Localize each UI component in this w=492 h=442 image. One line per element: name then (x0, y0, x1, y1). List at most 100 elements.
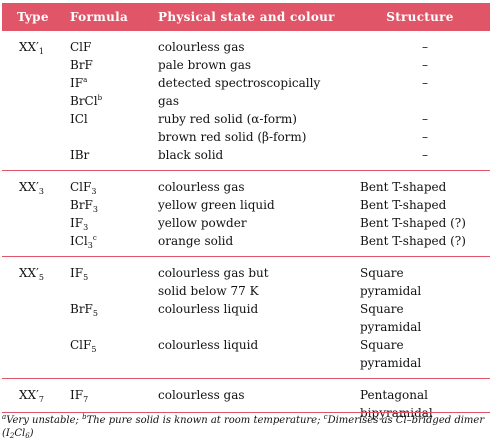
cell-type (2, 282, 62, 300)
cell-type (2, 110, 62, 128)
cell-physical-state (150, 318, 350, 336)
structure-text: Bent T-shaped (?) (360, 234, 466, 248)
cell-physical-state: gas (158, 94, 179, 108)
table-row: IBr black solid – (2, 146, 490, 171)
structure-text: Bent T-shaped (?) (360, 216, 466, 230)
cell-structure: bipyramidal (350, 404, 490, 428)
structure-dash: – (422, 112, 428, 126)
cell-structure: Square (350, 256, 490, 282)
header-formula: Formula (62, 3, 150, 31)
structure-text: Bent T-shaped (360, 180, 447, 194)
formula-subscript: 5 (83, 273, 89, 282)
cell-formula: BrF5 (62, 300, 150, 318)
cell-formula: BrF3 (62, 196, 150, 214)
formula-text: ICl (70, 112, 88, 126)
cell-physical-state: orange solid (158, 234, 234, 248)
structure-dash: – (422, 58, 428, 72)
cell-structure: Square (350, 336, 490, 354)
footnote-close-paren: ) (29, 428, 34, 439)
structure-dash: – (422, 148, 428, 162)
cell-type: XX′5 (2, 256, 62, 282)
header-type: Type (2, 3, 62, 31)
formula-subscript: 3 (87, 241, 93, 250)
footnote-formula-cl: Cl (14, 428, 26, 439)
cell-structure: – (350, 146, 490, 171)
structure-text: pyramidal (360, 284, 422, 298)
table-row: BrF5 colourless liquid Square (2, 300, 490, 318)
cell-physical-state: yellow powder (158, 216, 247, 230)
cell-type (2, 354, 62, 379)
cell-physical-state: colourless gas but (150, 256, 350, 282)
structure-dash: – (422, 130, 428, 144)
formula-subscript: 5 (92, 309, 98, 318)
table-row: brown red solid (β-form) – (2, 128, 490, 146)
table-row: BrF3 yellow green liquid Bent T-shaped (2, 196, 490, 214)
footnote-b-text: The pure solid is known at room temperat… (86, 415, 324, 426)
cell-type (2, 92, 62, 110)
cell-structure: Bent T-shaped (350, 196, 490, 214)
table-header: Type Formula Physical state and colour S… (2, 3, 490, 31)
footnote-ref: c (92, 234, 97, 242)
header-physical-state: Physical state and colour (150, 3, 350, 31)
cell-physical-state: ruby red solid (α-form) (158, 112, 297, 126)
table-row: XX′1 ClF colourless gas – (2, 31, 490, 56)
cell-physical-state: detected spectroscopically (158, 76, 321, 90)
structure-text: Square (360, 302, 404, 316)
type-base: XX′ (19, 266, 39, 280)
footnote-a-text: Very unstable; (6, 415, 83, 426)
formula-text: ICl (70, 234, 88, 248)
footnote-ref: a (83, 76, 88, 84)
cell-formula: ICl (62, 110, 150, 128)
cell-formula: BrClb (62, 92, 150, 110)
formula-subscript: 7 (83, 395, 89, 404)
structure-dash: – (422, 76, 428, 90)
cell-formula: IF3 (62, 214, 150, 232)
cell-formula: IFa (62, 74, 150, 92)
formula-text: BrF (70, 302, 93, 316)
cell-structure: pyramidal (350, 318, 490, 336)
cell-formula: IF5 (62, 256, 150, 282)
cell-structure (350, 92, 490, 110)
formula-text: ClF (70, 40, 92, 54)
cell-type (2, 318, 62, 336)
cell-type (2, 232, 62, 257)
table-row: solid below 77 K pyramidal (2, 282, 490, 300)
footnote-c-text: Dimerises as Cl–bridged dimer ( (2, 415, 485, 439)
cell-physical-state: yellow green liquid (158, 198, 275, 212)
cell-formula: ClF3 (62, 170, 150, 196)
footnote-formula-i-sub: 2 (9, 432, 15, 440)
cell-structure: – (350, 110, 490, 128)
cell-structure: – (350, 56, 490, 74)
cell-physical-state: colourless liquid (158, 302, 259, 316)
cell-formula (62, 128, 150, 146)
formula-text: IF (70, 76, 84, 90)
structure-dash: – (422, 40, 428, 54)
table-row: BrClb gas (2, 92, 490, 110)
table-row: pyramidal (2, 354, 490, 379)
formula-text: BrCl (70, 94, 98, 108)
cell-formula: ClF5 (62, 336, 150, 354)
cell-formula: IBr (62, 146, 150, 171)
cell-type (2, 300, 62, 318)
type-subscript: 3 (38, 187, 44, 196)
formula-subscript: 5 (91, 345, 97, 354)
formula-subscript: 3 (91, 187, 97, 196)
cell-formula: ClF (62, 31, 150, 56)
cell-physical-state: brown red solid (β-form) (158, 130, 307, 144)
cell-type: XX′1 (2, 31, 62, 56)
structure-text: Square (360, 266, 404, 280)
cell-type (2, 74, 62, 92)
cell-structure: Bent T-shaped (?) (350, 232, 490, 257)
cell-structure: Bent T-shaped (?) (350, 214, 490, 232)
type-subscript: 5 (38, 273, 44, 282)
cell-type (2, 336, 62, 354)
structure-text: Square (360, 338, 404, 352)
cell-physical-state: colourless gas (150, 170, 350, 196)
table-row: XX′5 IF5 colourless gas but Square (2, 256, 490, 282)
cell-type: XX′7 (2, 378, 62, 404)
cell-type: XX′3 (2, 170, 62, 196)
cell-formula (62, 354, 150, 379)
footnote-formula-i: I (5, 428, 10, 439)
cell-structure: Pentagonal (350, 378, 490, 404)
cell-structure: – (350, 31, 490, 56)
